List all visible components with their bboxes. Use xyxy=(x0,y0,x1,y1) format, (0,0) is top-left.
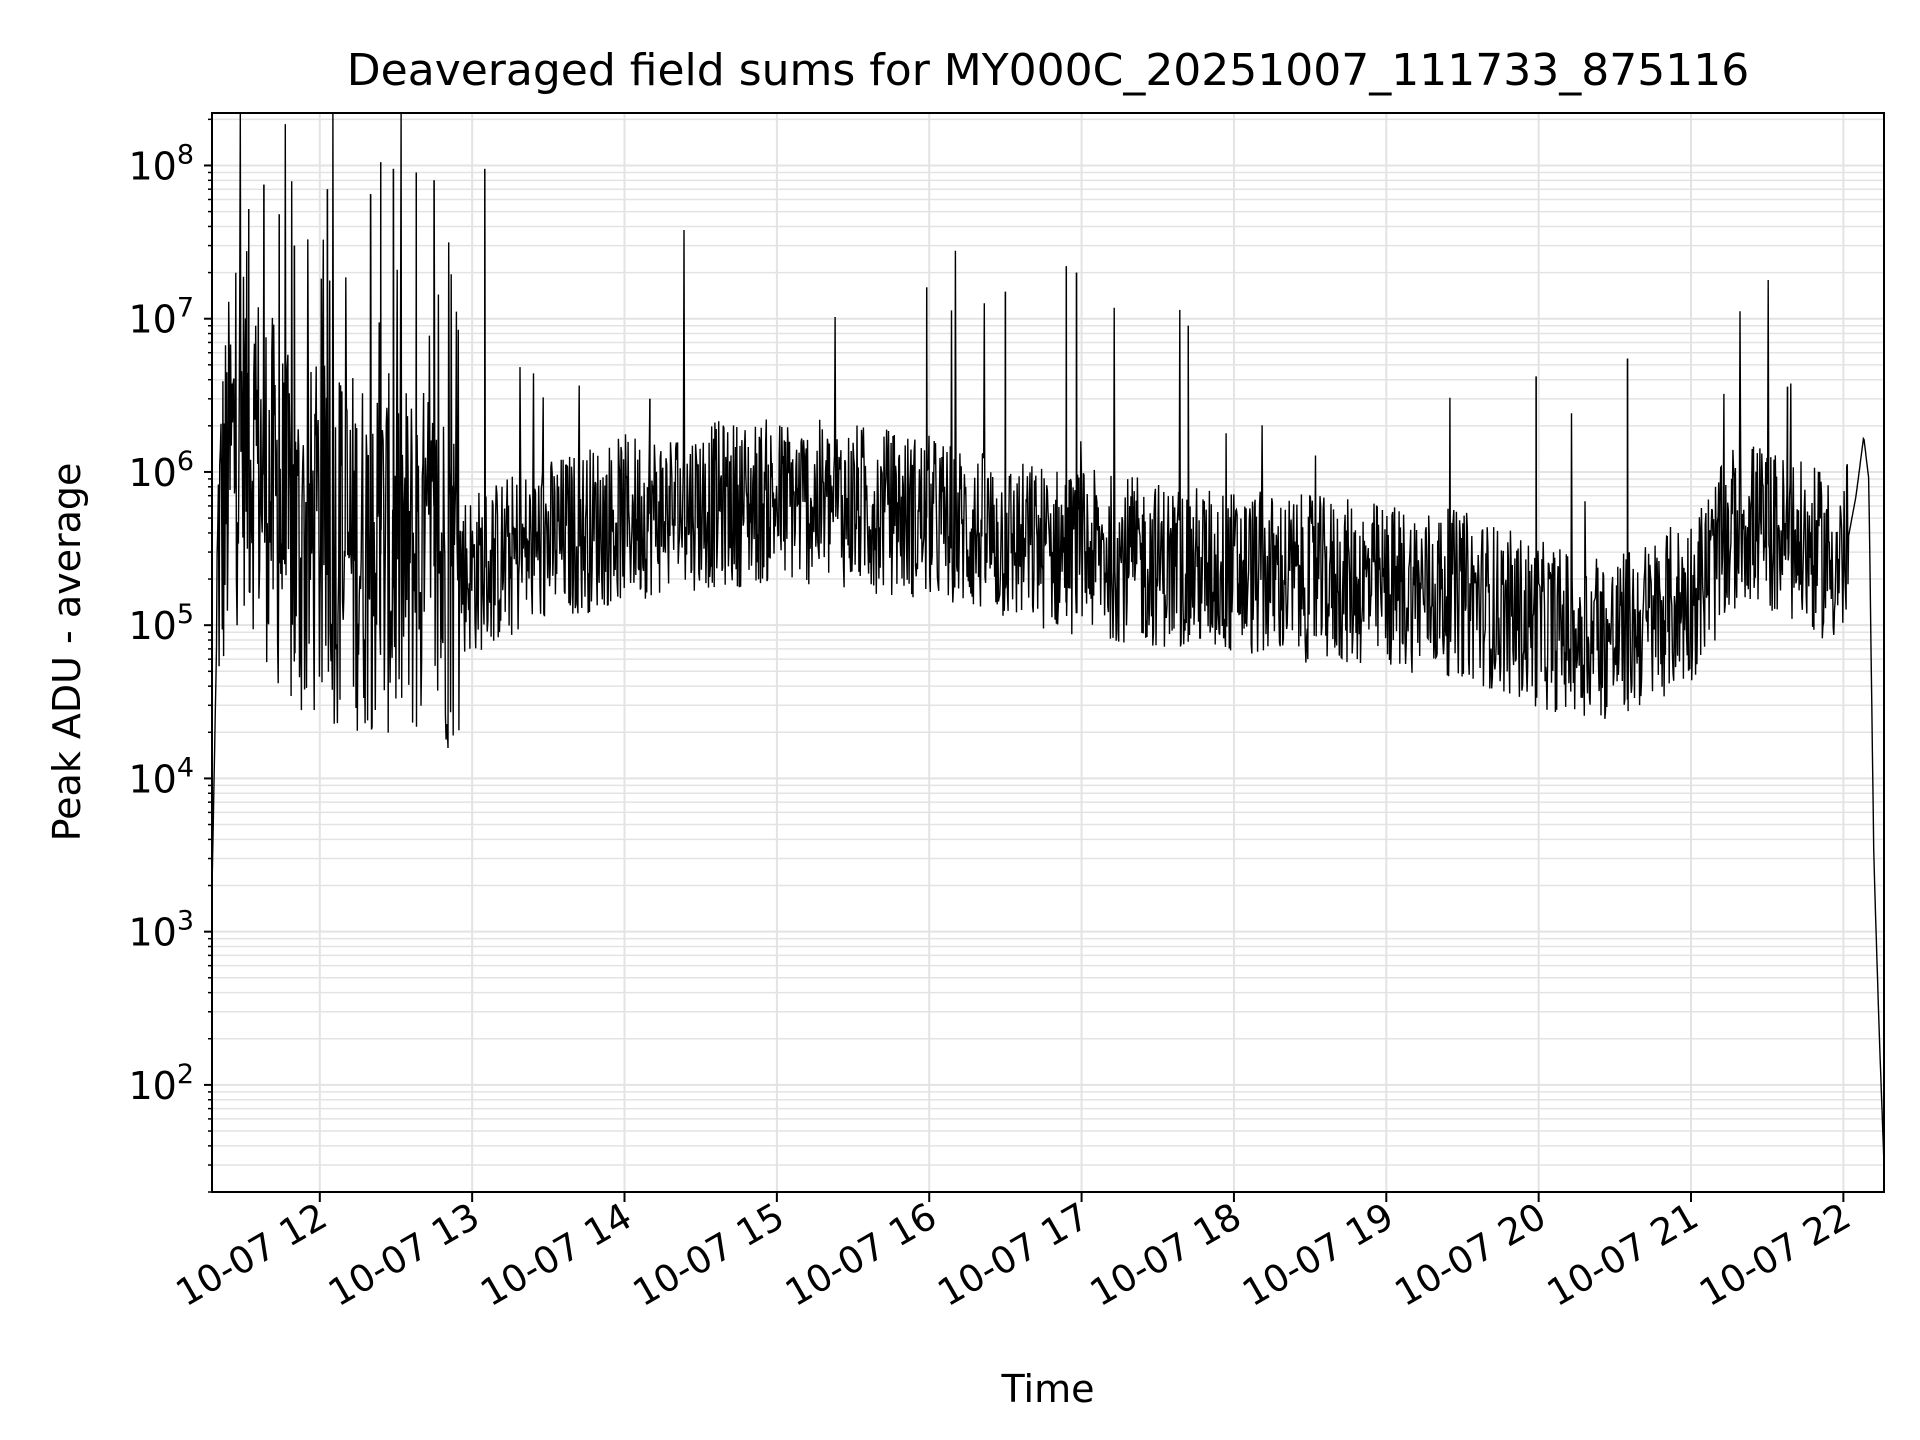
y-tick-label: 103 xyxy=(128,906,194,955)
y-tick-base: 10 xyxy=(128,911,176,955)
y-tick-base: 10 xyxy=(128,298,176,342)
y-tick-label: 104 xyxy=(128,752,194,801)
y-tick-exponent: 5 xyxy=(177,599,194,630)
y-tick-base: 10 xyxy=(128,604,176,648)
y-tick-exponent: 7 xyxy=(177,293,194,324)
y-tick-exponent: 4 xyxy=(177,752,194,783)
y-tick-base: 10 xyxy=(128,144,176,188)
y-tick-label: 108 xyxy=(128,139,194,188)
y-tick-label: 106 xyxy=(128,446,194,495)
y-tick-base: 10 xyxy=(128,757,176,801)
y-tick-label: 102 xyxy=(128,1059,194,1108)
x-axis-label: Time xyxy=(1001,1367,1095,1411)
series-line xyxy=(211,112,1885,1166)
y-tick-base: 10 xyxy=(128,1064,176,1108)
y-tick-base: 10 xyxy=(128,451,176,495)
y-tick-exponent: 2 xyxy=(177,1059,194,1090)
grid-lines xyxy=(212,113,1884,1193)
y-axis-label: Peak ADU - average xyxy=(45,463,89,842)
y-tick-exponent: 8 xyxy=(177,139,194,170)
chart-title: Deaveraged field sums for MY000C_2025100… xyxy=(347,45,1749,96)
plot-frame xyxy=(211,112,1885,1193)
y-tick-exponent: 3 xyxy=(177,906,194,937)
y-tick-label: 105 xyxy=(128,599,194,648)
y-tick-label: 107 xyxy=(128,293,194,342)
y-tick-exponent: 6 xyxy=(177,446,194,477)
plot-area xyxy=(211,112,1885,1166)
